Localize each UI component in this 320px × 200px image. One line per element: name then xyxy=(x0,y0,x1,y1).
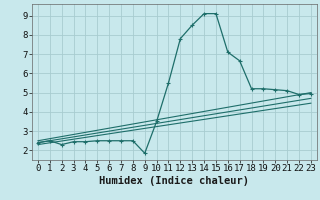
X-axis label: Humidex (Indice chaleur): Humidex (Indice chaleur) xyxy=(100,176,249,186)
